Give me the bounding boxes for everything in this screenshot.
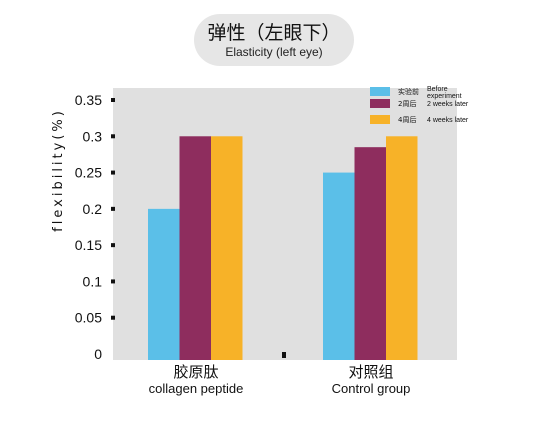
bar bbox=[354, 147, 386, 360]
y-axis: 0 0.05 0.1 0.15 0.2 0.25 0.3 0.35 bbox=[75, 92, 115, 362]
legend-label: 4 weeks later bbox=[427, 117, 469, 124]
bar bbox=[386, 136, 418, 360]
category-label: 胶原肽 bbox=[173, 363, 218, 381]
y-tick-mark bbox=[111, 98, 115, 102]
y-tick-mark bbox=[111, 170, 115, 175]
category-sublabel: collagen peptide bbox=[149, 381, 244, 396]
y-tick-label: 0.05 bbox=[75, 310, 102, 326]
y-tick-label: 0.2 bbox=[83, 201, 103, 217]
legend-label: experiment bbox=[427, 93, 462, 100]
y-tick-mark bbox=[111, 206, 115, 211]
y-tick-label: 0.35 bbox=[75, 92, 102, 108]
chart-title: 弹性（左眼下） bbox=[207, 22, 341, 44]
y-tick-mark bbox=[111, 134, 115, 139]
legend-label: 2 weeks later bbox=[427, 101, 469, 108]
bar bbox=[323, 172, 355, 360]
bar bbox=[148, 208, 180, 360]
category-sublabel: Control group bbox=[332, 381, 411, 396]
y-axis-label: flexibility(%) bbox=[51, 108, 66, 232]
legend-swatch bbox=[370, 115, 390, 124]
y-tick-label: 0.1 bbox=[83, 273, 103, 289]
y-tick-label: 0.3 bbox=[83, 128, 103, 144]
bar bbox=[211, 136, 243, 360]
axis-mark bbox=[282, 352, 286, 358]
category-label: 对照组 bbox=[348, 363, 393, 381]
title-pill bbox=[194, 14, 354, 66]
bars bbox=[148, 136, 418, 360]
legend-label: 4周后 bbox=[398, 115, 416, 124]
chart-subtitle: Elasticity (left eye) bbox=[225, 45, 323, 59]
y-tick-mark bbox=[111, 315, 115, 320]
y-tick-mark bbox=[111, 243, 115, 248]
y-tick-label: 0.25 bbox=[75, 165, 102, 181]
bar bbox=[179, 136, 211, 360]
y-tick-label: 0 bbox=[94, 346, 102, 362]
legend-label: 实验前 bbox=[398, 87, 419, 96]
y-tick-mark bbox=[111, 279, 115, 284]
legend-swatch bbox=[370, 87, 390, 96]
legend-label: 2周后 bbox=[398, 99, 416, 108]
y-tick-label: 0.15 bbox=[75, 237, 102, 253]
legend-swatch bbox=[370, 99, 390, 108]
legend-label: Before bbox=[427, 86, 448, 93]
